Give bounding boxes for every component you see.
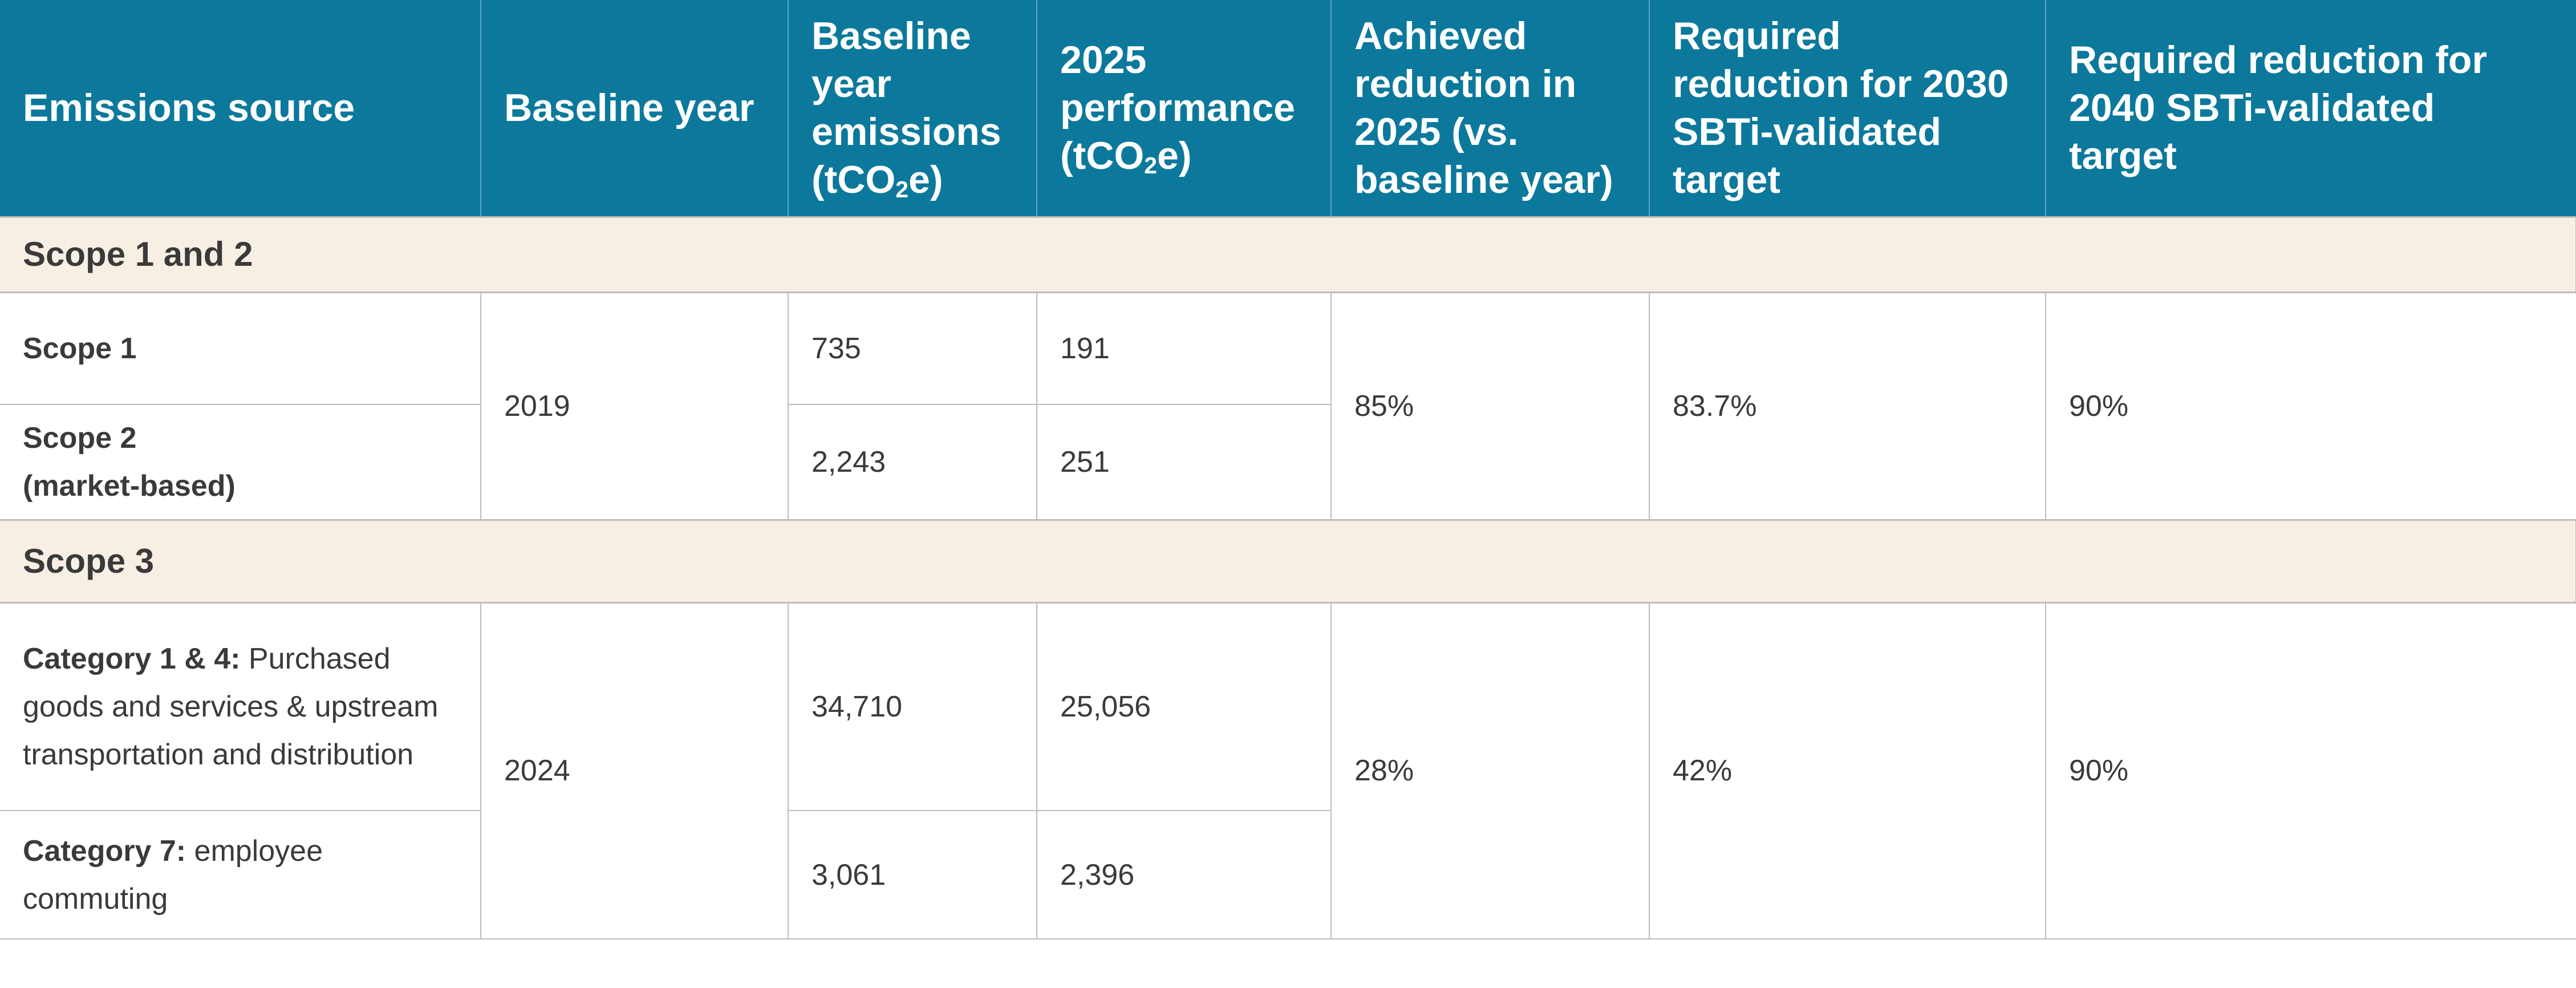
cell-baseline-emissions-scope-1: 735 [788, 291, 1037, 405]
table-row-category-1-4: Category 1 & 4: Purchased goods and serv… [0, 602, 2576, 940]
header-2025-performance-text: 2025 performance (tCO [1060, 38, 1295, 178]
cell-source-scope-2-line1: Scope 2 [23, 421, 137, 455]
cell-required-2030-scope-3: 42% [1649, 602, 2046, 940]
cell-achieved-reduction-scope-3: 28% [1330, 602, 1650, 940]
cell-source-scope-2: Scope 2 (market-based) [0, 404, 481, 520]
cell-source-category-7: Category 7: employee commuting [0, 810, 481, 940]
cell-achieved-reduction-scope-1-2: 85% [1330, 291, 1650, 520]
header-achieved-reduction: Achieved reduction in 2025 (vs. baseline… [1331, 0, 1650, 217]
cell-required-2040-scope-1-2: 90% [2045, 291, 2576, 520]
header-required-2030: Required reduction for 2030 SBTi-validat… [1649, 0, 2046, 217]
table-header: Emissions source Baseline year Baseline … [0, 0, 2576, 217]
cell-source-category-1-4: Category 1 & 4: Purchased goods and serv… [0, 602, 481, 811]
emissions-targets-table: Emissions source Baseline year Baseline … [0, 0, 2576, 940]
table-row-scope-1: Scope 1 2019 735 191 85% 83.7% 90% [0, 291, 2576, 520]
header-subscript: 2 [895, 176, 908, 203]
cell-source-category-7-desc: employee commuting [23, 834, 323, 916]
group-label-scope-3: Scope 3 [0, 519, 2576, 604]
table-row-scope-2: Scope 2 (market-based) 2,243 251 [0, 404, 2576, 520]
header-2025-performance: 2025 performance (tCO2e) [1037, 0, 1332, 217]
cell-source-scope-1: Scope 1 [0, 291, 481, 405]
cell-source-category-1-4-desc: Purchased goods and services & upstream … [23, 642, 439, 771]
header-2025-performance-unit-end: e) [1157, 134, 1192, 178]
cell-baseline-emissions-scope-2: 2,243 [788, 404, 1037, 520]
cell-source-scope-2-line2: (market-based) [23, 469, 236, 503]
cell-baseline-year-scope-1-2: 2019 [480, 291, 789, 520]
cell-source-category-7-label: Category 7: [23, 834, 186, 868]
cell-performance-category-1-4: 25,056 [1036, 602, 1332, 811]
cell-baseline-year-scope-3: 2024 [480, 602, 789, 940]
cell-source-category-1-4-label: Category 1 & 4: [23, 642, 241, 675]
table-row-category-7: Category 7: employee commuting 3,061 2,3… [0, 810, 2576, 940]
cell-performance-scope-2: 251 [1036, 404, 1332, 520]
cell-baseline-emissions-category-7: 3,061 [788, 810, 1037, 940]
cell-required-2040-scope-3: 90% [2045, 602, 2576, 940]
header-emissions-source: Emissions source [0, 0, 481, 217]
header-baseline-emissions-unit-end: e) [908, 158, 943, 202]
cell-performance-scope-1: 191 [1036, 291, 1332, 405]
header-baseline-emissions: Baseline year emissions (tCO2e) [788, 0, 1037, 217]
cell-performance-category-7: 2,396 [1036, 810, 1332, 940]
group-row-scope-3: Scope 3 [0, 519, 2576, 604]
group-label-scope-1-2: Scope 1 and 2 [0, 216, 2576, 293]
header-baseline-emissions-text: Baseline year emissions (tCO [812, 14, 1001, 202]
header-required-2040: Required reduction for 2040 SBTi-validat… [2046, 0, 2576, 217]
cell-required-2030-scope-1-2: 83.7% [1649, 291, 2046, 520]
header-subscript: 2 [1144, 152, 1157, 179]
header-baseline-year: Baseline year [481, 0, 789, 217]
group-row-scope-1-2: Scope 1 and 2 [0, 216, 2576, 293]
cell-baseline-emissions-category-1-4: 34,710 [788, 602, 1037, 811]
